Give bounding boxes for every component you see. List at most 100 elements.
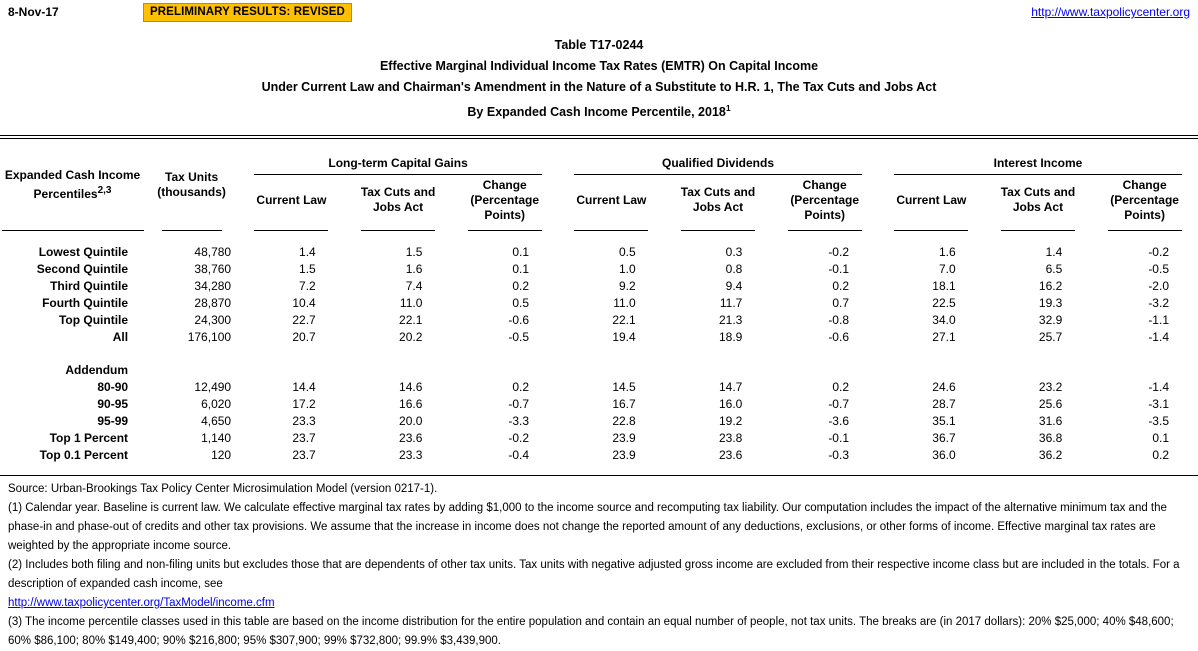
table-row: 90-95 6,020 17.2 16.6 -0.7 16.7 16.0 -0.7 28.7 25…: [0, 396, 1198, 413]
rate-cell: 0.2: [512, 380, 530, 395]
tax-units-cell: 6,020: [201, 397, 232, 412]
subheader-qd-current-law: Current Law: [558, 175, 665, 231]
rate-cell: 23.8: [718, 431, 743, 446]
top-bar: 8-Nov-17 PRELIMINARY RESULTS: REVISED ht…: [0, 0, 1198, 26]
rate-cell: -1.1: [1148, 313, 1169, 328]
rate-cell: -0.2: [508, 431, 530, 446]
rate-cell: 9.4: [725, 279, 743, 294]
rate-cell: 36.2: [1038, 448, 1063, 463]
rate-cell: 7.0: [938, 262, 956, 277]
source-line: Source: Urban-Brookings Tax Policy Cente…: [8, 483, 438, 496]
rate-cell: 25.6: [1038, 397, 1063, 412]
rate-cell: 16.7: [612, 397, 636, 412]
table-row: 95-99 4,650 23.3 20.0 -3.3 22.8 19.2 -3.6 35.1 31…: [0, 413, 1198, 430]
rate-cell: 19.2: [718, 414, 743, 429]
rate-cell: 34.0: [932, 313, 956, 328]
row-label: Top Quintile: [58, 313, 129, 328]
spacer-row: [0, 464, 1198, 475]
row-label: 95-99: [97, 414, 129, 429]
rate-cell: 36.7: [932, 431, 956, 446]
footnote-3: (3) The income percentile classes used i…: [8, 616, 1174, 648]
rate-cell: 20.0: [399, 414, 423, 429]
rate-cell: 0.2: [512, 279, 530, 294]
rate-cell: 23.9: [612, 448, 636, 463]
rate-cell: 14.6: [399, 380, 423, 395]
footnote-ref-2-3: 2,3: [97, 185, 112, 197]
footnote-ref-1: 1: [725, 103, 731, 113]
group-header-ltcg: Long-term Capital Gains: [238, 139, 558, 176]
rate-cell: 0.3: [725, 245, 743, 260]
footnote-2: (2) Includes both filing and non-filing …: [8, 559, 1180, 591]
tax-units-cell: 38,760: [194, 262, 232, 277]
rate-cell: -0.6: [828, 330, 849, 345]
rate-cell: -3.1: [1148, 397, 1169, 412]
rate-cell: 1.5: [299, 262, 316, 277]
spacer-row: [0, 346, 1198, 362]
tax-units-cell: 4,650: [201, 414, 232, 429]
taxpolicycenter-link[interactable]: http://www.taxpolicycenter.org: [1031, 5, 1190, 19]
table-row: Second Quintile 38,760 1.5 1.6 0.1 1.0 0.8 -0.1…: [0, 261, 1198, 278]
subheader-ltcg-change: Change (Percentage Points): [451, 175, 558, 231]
rate-cell: 9.2: [619, 279, 636, 294]
row-label: 90-95: [97, 397, 129, 412]
rate-cell: 18.1: [932, 279, 956, 294]
rate-cell: 23.3: [292, 414, 316, 429]
table-body: Lowest Quintile 48,780 1.4 1.5 0.1 0.5 0.3 -0.2…: [0, 231, 1198, 475]
rate-cell: 11.0: [613, 296, 636, 311]
rate-cell: -0.8: [828, 313, 849, 328]
income-definition-link[interactable]: http://www.taxpolicycenter.org/TaxModel/…: [8, 597, 275, 610]
table-row: Fourth Quintile 28,870 10.4 11.0 0.5 11.0 11.7…: [0, 295, 1198, 312]
rate-cell: 0.7: [832, 296, 849, 311]
rate-cell: -1.4: [1148, 330, 1169, 345]
rate-cell: 11.0: [399, 296, 423, 311]
title-line-3: Under Current Law and Chairman's Amendme…: [261, 80, 937, 94]
rate-cell: 22.1: [399, 313, 423, 328]
rate-cell: 7.2: [299, 279, 316, 294]
rate-cell: 1.0: [619, 262, 636, 277]
row-label: Fourth Quintile: [42, 296, 129, 311]
report-date: 8-Nov-17: [8, 5, 59, 19]
rate-cell: 25.7: [1038, 330, 1063, 345]
table-number: Table T17-0244: [554, 38, 644, 52]
column-header-percentiles: Expanded Cash Income Percentiles2,3: [0, 139, 145, 231]
rate-cell: 1.4: [299, 245, 316, 260]
row-label: Second Quintile: [36, 262, 129, 277]
rate-cell: -3.2: [1148, 296, 1169, 311]
group-header-interest-income: Interest Income: [878, 139, 1198, 176]
rate-cell: 16.6: [399, 397, 423, 412]
row-label: Third Quintile: [50, 279, 129, 294]
rate-cell: -0.2: [1148, 245, 1169, 260]
tax-units-cell: 176,100: [187, 330, 232, 345]
rate-cell: -3.5: [1148, 414, 1169, 429]
footnote-1: (1) Calendar year. Baseline is current l…: [8, 502, 1167, 553]
tax-units-cell: 28,870: [194, 296, 232, 311]
rate-cell: 14.5: [612, 380, 636, 395]
rate-cell: 14.7: [718, 380, 743, 395]
rate-cell: 17.2: [292, 397, 316, 412]
rate-cell: 23.7: [292, 431, 316, 446]
rate-cell: 1.4: [1045, 245, 1063, 260]
table-row: 80-90 12,490 14.4 14.6 0.2 14.5 14.7 0.2 24.6 23.…: [0, 379, 1198, 396]
subheader-interest-tcja: Tax Cuts and Jobs Act: [985, 175, 1092, 231]
rate-cell: 35.1: [932, 414, 956, 429]
rate-cell: -0.2: [828, 245, 849, 260]
row-label: Top 0.1 Percent: [39, 448, 129, 463]
rate-cell: -3.3: [508, 414, 530, 429]
subheader-interest-current-law: Current Law: [878, 175, 985, 231]
rate-cell: 23.9: [612, 431, 636, 446]
rate-cell: 10.4: [292, 296, 316, 311]
title-block: Table T17-0244 Effective Marginal Indivi…: [0, 35, 1198, 123]
row-label: 80-90: [97, 380, 129, 395]
column-header-tax-units: Tax Units (thousands): [145, 139, 238, 231]
rate-cell: -0.7: [508, 397, 530, 412]
subheader-qd-change: Change (Percentage Points): [771, 175, 878, 231]
rate-cell: 21.3: [718, 313, 743, 328]
rate-cell: -1.4: [1148, 380, 1169, 395]
table-row: Top 1 Percent 1,140 23.7 23.6 -0.2 23.9 23.8 -0…: [0, 430, 1198, 447]
rate-cell: -3.6: [828, 414, 849, 429]
tax-units-cell: 34,280: [194, 279, 232, 294]
rate-cell: 16.0: [718, 397, 743, 412]
rate-cell: 1.6: [405, 262, 423, 277]
rate-cell: 23.7: [292, 448, 316, 463]
rate-cell: 36.8: [1038, 431, 1063, 446]
